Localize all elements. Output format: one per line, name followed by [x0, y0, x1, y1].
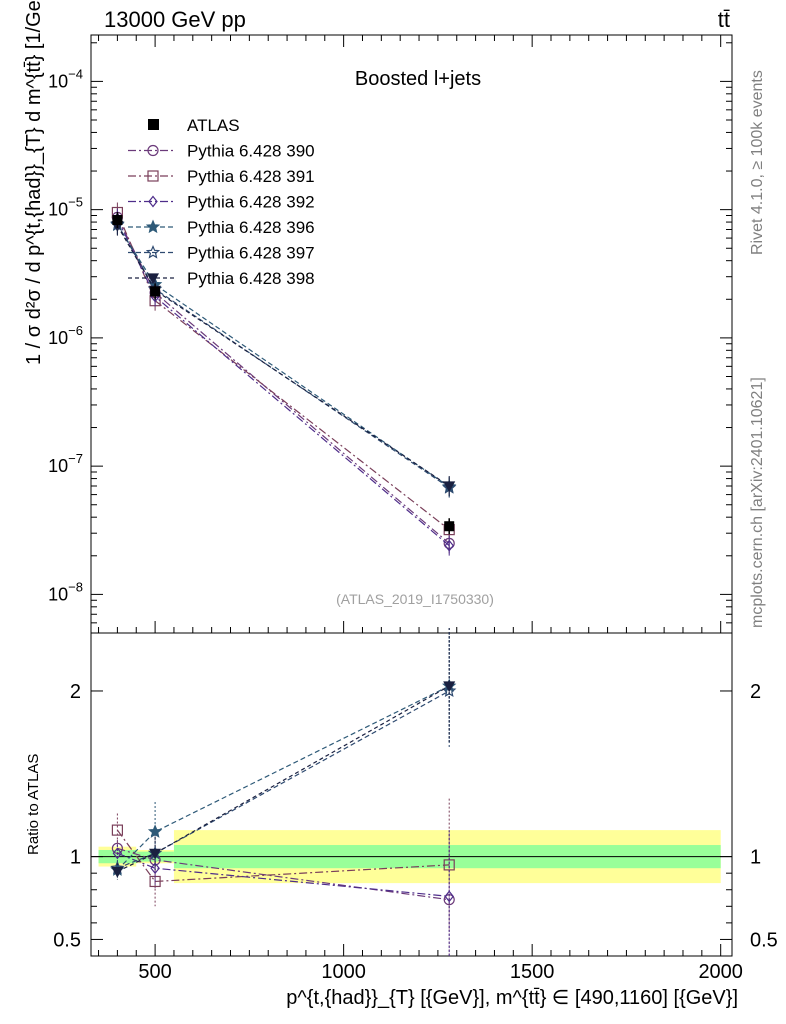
ratio-y-tick-label-right: 1 — [750, 847, 761, 869]
x-tick-label: 1500 — [510, 961, 555, 983]
main-series-line — [116, 225, 450, 487]
legend-marker — [146, 273, 160, 285]
ratio-series-line — [116, 829, 450, 883]
ratio-series-marker — [443, 681, 456, 693]
main-series-line — [116, 218, 450, 547]
x-tick-label: 1000 — [321, 961, 366, 983]
legend-marker — [145, 219, 161, 234]
x-tick-label: 500 — [138, 961, 171, 983]
legend-marker — [145, 244, 161, 259]
rivet-label: Rivet 4.1.0, ≥ 100k events — [749, 70, 766, 255]
chart-title: Boosted l+jets — [355, 68, 481, 90]
legend-data-label: ATLAS — [187, 116, 240, 135]
legend-label: Pythia 6.428 396 — [187, 218, 315, 237]
ratio-y-tick-label-left: 1 — [70, 847, 81, 869]
data-point — [112, 215, 123, 226]
ratio-series-line — [117, 685, 450, 873]
ratio-series-marker — [111, 824, 123, 836]
ratio-y-tick-label-right: 0.5 — [750, 929, 778, 951]
legend-marker — [147, 144, 159, 157]
ratio-series-marker — [112, 847, 123, 860]
analysis-tag: (ATLAS_2019_I1750330) — [336, 591, 494, 607]
ratio-series-marker — [111, 866, 124, 878]
data-point — [444, 521, 455, 532]
main-series-line — [116, 224, 450, 488]
process-label: tt̄ — [718, 7, 730, 32]
main-series-marker — [443, 481, 456, 493]
main-series-group — [110, 202, 457, 556]
legend-label: Pythia 6.428 390 — [187, 142, 315, 161]
mcplots-label: mcplots.cern.ch [arXiv:2401.10621] — [749, 377, 766, 628]
ratio-series-marker — [150, 862, 160, 875]
legend: ATLAS Pythia 6.428 390 Pythia 6.428 391 Pyt… — [128, 116, 315, 288]
ratio-series-marker — [147, 824, 163, 838]
legend-marker — [147, 170, 159, 182]
ratio-series-group — [110, 628, 457, 956]
main-series-marker — [444, 539, 454, 552]
ratio-uncertainty-bands — [91, 830, 732, 884]
main-y-tick-label: 10−5 — [48, 195, 83, 220]
axis-ticks: 10−8 10−7 10−6 10−5 10−4 0.5 0.5 1 1 2 2 500 1000 150… — [48, 35, 778, 983]
legend-data-marker — [148, 119, 159, 130]
legend-label: Pythia 6.428 391 — [187, 167, 315, 186]
ratio-panel-frame — [90, 632, 733, 957]
main-y-tick-label: 10−8 — [48, 579, 83, 604]
x-tick-label: 2000 — [698, 961, 743, 983]
legend-label: Pythia 6.428 398 — [187, 269, 315, 288]
data-point — [150, 286, 161, 297]
legend-label: Pythia 6.428 397 — [187, 244, 315, 263]
main-y-axis-label: 1 / σ d²σ / d p^{t,{had}}_{T} d m^{tt̄} … — [23, 0, 45, 365]
legend-label: Pythia 6.428 392 — [187, 193, 315, 212]
main-y-tick-label: 10−7 — [48, 451, 83, 476]
ratio-series-marker — [444, 890, 454, 903]
x-axis-label: p^{t,{had}}_{T} [{GeV}], m^{tt̄} ∈ [490,… — [286, 987, 738, 1009]
main-series-line — [116, 217, 450, 544]
ratio-series-line — [116, 685, 450, 871]
main-y-tick-label: 10−4 — [48, 66, 83, 91]
ratio-y-tick-label-left: 0.5 — [53, 929, 81, 951]
energy-label: 13000 GeV pp — [104, 7, 246, 32]
ratio-y-tick-label-right: 2 — [750, 681, 761, 703]
legend-marker — [148, 195, 158, 208]
main-y-tick-label: 10−6 — [48, 323, 83, 348]
ratio-y-axis-label: Ratio to ATLAS — [25, 754, 42, 855]
ratio-y-tick-label-left: 2 — [70, 681, 81, 703]
main-series-line — [116, 223, 450, 489]
ratio-series-marker — [149, 848, 162, 860]
